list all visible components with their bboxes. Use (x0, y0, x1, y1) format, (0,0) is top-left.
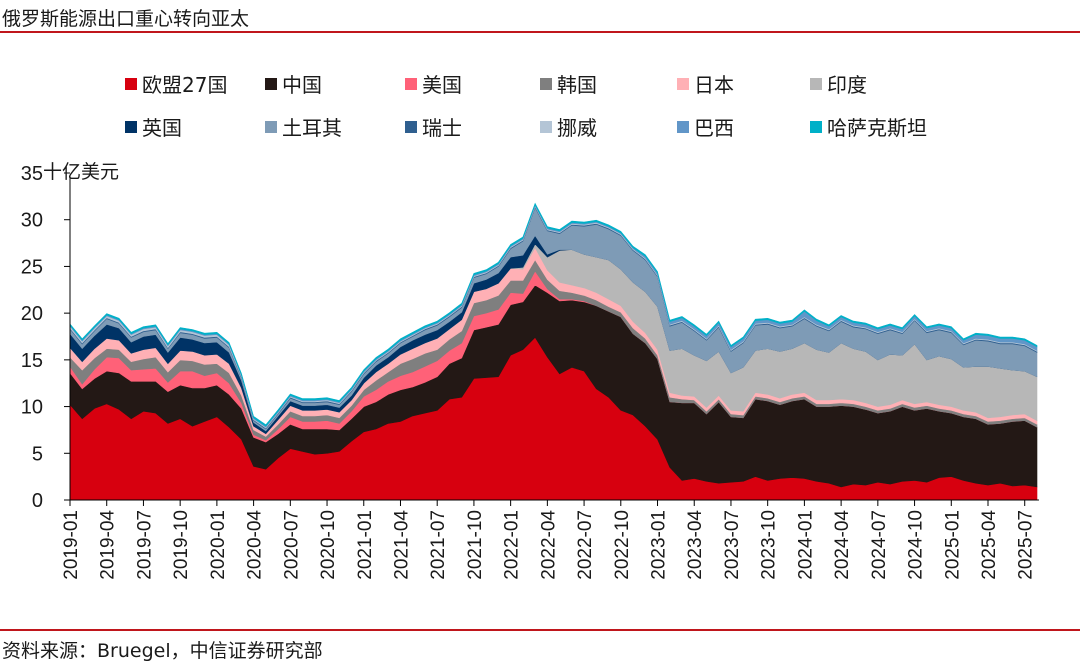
legend-swatch (810, 120, 822, 133)
x-tick-label: 2024-01 (795, 510, 816, 580)
x-tick-label: 2020-07 (281, 510, 302, 580)
x-tick-label: 2023-07 (722, 510, 743, 580)
legend-item: 土耳其 (265, 112, 342, 141)
x-tick-label: 2019-04 (98, 510, 119, 580)
footer-divider (0, 629, 1080, 631)
y-axis-label: 十亿美元 (43, 161, 120, 183)
x-tick-label: 2025-01 (942, 510, 963, 580)
legend-label: 挪威 (557, 116, 597, 140)
x-tick-label: 2024-07 (869, 510, 890, 580)
legend-item: 中国 (265, 69, 322, 98)
legend-label: 美国 (422, 73, 462, 97)
y-tick-label: 35 (21, 163, 43, 185)
y-tick-label: 25 (21, 256, 43, 278)
source-note: 资料来源：Bruegel，中信证券研究部 (2, 640, 323, 662)
legend-item: 美国 (405, 69, 462, 98)
legend-label: 日本 (694, 73, 734, 97)
legend-swatch (405, 77, 417, 90)
x-tick-label: 2023-04 (685, 510, 706, 580)
legend-swatch (125, 120, 137, 133)
x-tick-label: 2022-04 (538, 510, 559, 580)
legend-swatch (540, 77, 552, 90)
y-tick-label: 10 (21, 397, 43, 419)
legend-label: 欧盟27国 (142, 73, 228, 97)
x-tick-label: 2019-07 (134, 510, 155, 580)
area-series (69, 202, 1038, 427)
legend-swatch (540, 120, 552, 133)
legend: 欧盟27国 中国 美国 韩国 日本 印度英国 土耳其 瑞士 挪威 巴西 哈萨克斯坦 (0, 0, 1080, 150)
legend-item: 欧盟27国 (125, 69, 227, 98)
legend-label: 印度 (827, 73, 867, 97)
y-tick-label: 30 (21, 210, 43, 232)
x-tick-label: 2021-07 (428, 510, 449, 580)
legend-swatch (810, 77, 822, 90)
stacked-area-chart: 0 5 10 15 20 25 30 35 2019-01 2019-04 2019-07 2019-… (21, 163, 1039, 580)
legend-item: 挪威 (540, 112, 597, 141)
chart-title: 俄罗斯能源出口重心转向亚太 (2, 8, 250, 30)
legend-label: 土耳其 (282, 116, 342, 140)
legend-item: 巴西 (677, 112, 734, 141)
title-divider (0, 31, 1080, 33)
x-tick-label: 2022-01 (502, 510, 523, 580)
legend-item: 日本 (677, 69, 734, 98)
x-tick-label: 2019-01 (61, 510, 82, 580)
y-tick-label: 20 (21, 303, 43, 325)
x-tick-label: 2022-07 (575, 510, 596, 580)
legend-swatch (677, 120, 689, 133)
legend-item: 印度 (810, 69, 867, 98)
legend-swatch (265, 120, 277, 133)
legend-swatch (405, 120, 417, 133)
x-tick-label: 2021-01 (355, 510, 376, 580)
legend-label: 韩国 (557, 73, 597, 97)
x-tick-label: 2020-04 (245, 510, 266, 580)
legend-label: 哈萨克斯坦 (827, 116, 927, 140)
legend-label: 中国 (282, 73, 322, 97)
x-tick-label: 2022-10 (612, 510, 633, 580)
y-tick-label: 15 (21, 350, 43, 372)
legend-swatch (265, 77, 277, 90)
y-tick-label: 0 (32, 490, 43, 512)
y-tick-label: 5 (32, 443, 43, 465)
legend-label: 瑞士 (422, 116, 462, 140)
x-tick-label: 2024-10 (906, 510, 927, 580)
legend-item: 哈萨克斯坦 (810, 112, 927, 141)
x-tick-label: 2024-04 (832, 510, 853, 580)
legend-item: 英国 (125, 112, 182, 141)
legend-label: 巴西 (694, 116, 734, 140)
x-tick-label: 2025-04 (979, 510, 1000, 580)
legend-item: 韩国 (540, 69, 597, 98)
legend-swatch (125, 77, 137, 90)
legend-item: 瑞士 (405, 112, 462, 141)
x-tick-label: 2021-10 (465, 510, 486, 580)
legend-swatch (677, 77, 689, 90)
x-tick-label: 2021-04 (391, 510, 412, 580)
x-tick-label: 2020-10 (318, 510, 339, 580)
x-tick-label: 2023-10 (759, 510, 780, 580)
x-tick-label: 2019-10 (171, 510, 192, 580)
x-tick-label: 2025-07 (1016, 510, 1037, 580)
legend-label: 英国 (142, 116, 182, 140)
x-tick-label: 2023-01 (649, 510, 670, 580)
x-tick-label: 2020-01 (208, 510, 229, 580)
